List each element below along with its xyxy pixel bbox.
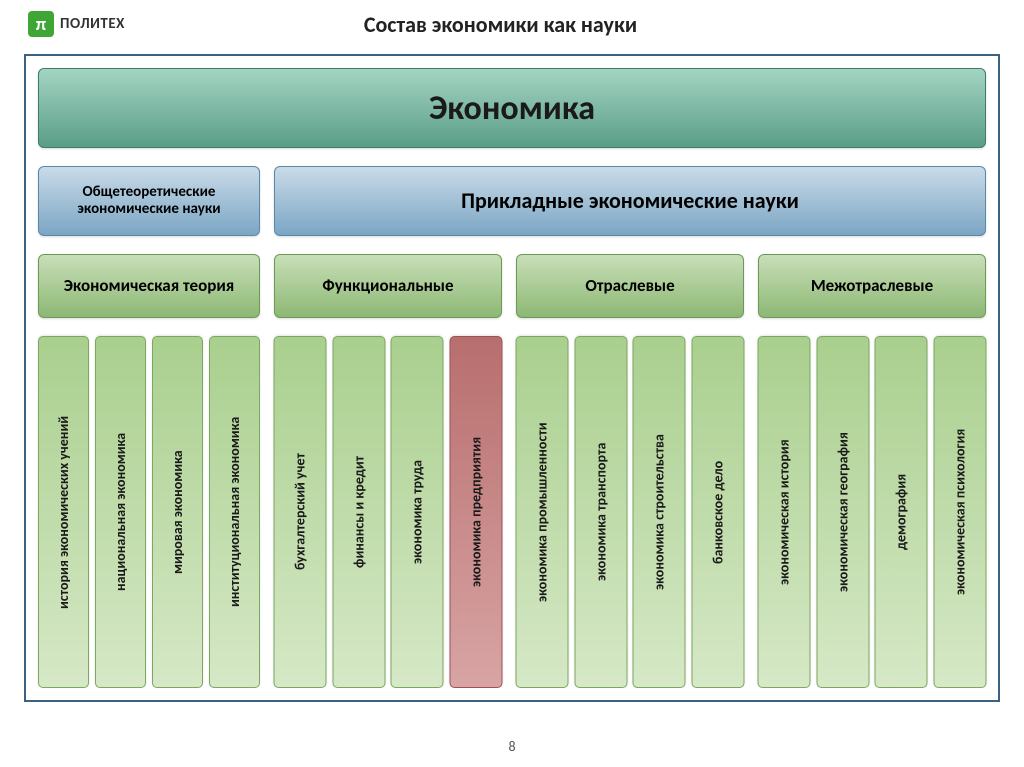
level2-box: Прикладные экономические науки: [274, 166, 986, 236]
logo-icon: π: [28, 11, 54, 37]
level3-box: Экономическая теория: [38, 254, 260, 318]
main-economy-box: Экономика: [38, 68, 986, 148]
logo: π ПОЛИТЕХ: [28, 11, 125, 37]
leaf-box: институциональная экономика: [209, 336, 260, 688]
logo-text: ПОЛИТЕХ: [60, 15, 125, 33]
leaf-box: экономика строительства: [633, 336, 686, 688]
level2-box: Общетеоретические экономические науки: [38, 166, 260, 236]
level4-group: история экономических ученийнациональная…: [38, 336, 260, 688]
leaf-box: экономическая психология: [934, 336, 987, 688]
level4-group: бухгалтерский учетфинансы и кредитэконом…: [274, 336, 502, 688]
leaf-box: бухгалтерский учет: [274, 336, 327, 688]
leaf-box: экономическая история: [758, 336, 811, 688]
leaf-box: банковское дело: [692, 336, 745, 688]
row-level-4: история экономических ученийнациональная…: [38, 336, 986, 688]
leaf-box: национальная экономика: [95, 336, 146, 688]
row-level-3: Экономическая теорияФункциональныеОтрасл…: [38, 254, 986, 318]
leaf-box: мировая экономика: [152, 336, 203, 688]
leaf-box: экономика промышленности: [516, 336, 569, 688]
leaf-box: демография: [875, 336, 928, 688]
page-number: 8: [0, 738, 1024, 755]
leaf-box: экономическая география: [817, 336, 870, 688]
row-level-2: Общетеоретические экономические наукиПри…: [38, 166, 986, 236]
level3-box: Межотраслевые: [758, 254, 986, 318]
level4-group: экономика промышленностиэкономика трансп…: [516, 336, 744, 688]
level3-box: Функциональные: [274, 254, 502, 318]
leaf-box: экономика транспорта: [575, 336, 628, 688]
header: π ПОЛИТЕХ Состав экономики как науки: [0, 0, 1024, 48]
page-title: Состав экономики как науки: [125, 11, 876, 38]
level3-box: Отраслевые: [516, 254, 744, 318]
level4-group: экономическая историяэкономическая геогр…: [758, 336, 986, 688]
diagram-frame: Экономика Общетеоретические экономически…: [24, 54, 1000, 702]
leaf-box: экономика предприятия: [450, 336, 503, 688]
leaf-box: финансы и кредит: [333, 336, 386, 688]
leaf-box: история экономических учений: [38, 336, 89, 688]
leaf-box: экономика труда: [391, 336, 444, 688]
